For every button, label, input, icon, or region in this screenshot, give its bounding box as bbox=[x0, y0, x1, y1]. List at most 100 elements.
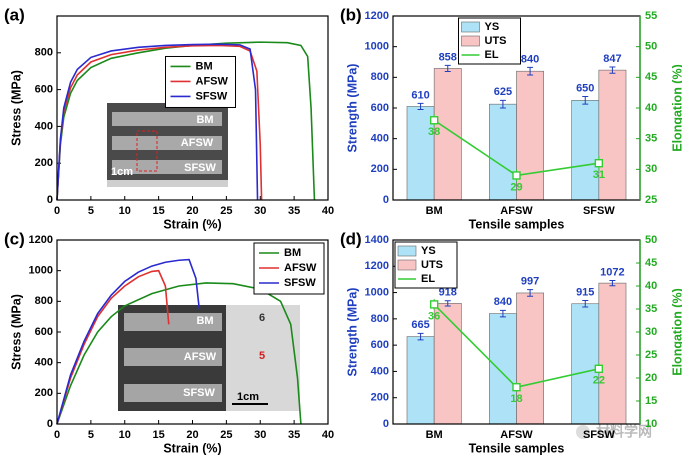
y-tick-label: 600 bbox=[371, 339, 389, 351]
inset-label: SFSW bbox=[184, 162, 216, 174]
error-bar bbox=[499, 309, 506, 318]
y-tick-label: 800 bbox=[35, 295, 53, 307]
y-tick-label: 200 bbox=[371, 392, 389, 404]
y-tick-label: 1200 bbox=[29, 234, 53, 246]
y2-tick-label: 25 bbox=[645, 349, 657, 361]
legend-label: YS bbox=[485, 21, 500, 33]
legend-swatch bbox=[461, 35, 480, 47]
x-axis-title: Strain (%) bbox=[163, 441, 221, 455]
error-bar bbox=[499, 99, 506, 109]
bar bbox=[433, 303, 462, 425]
y-tick-label: 1000 bbox=[29, 265, 53, 277]
y-tick-label: 800 bbox=[371, 71, 389, 83]
bar-value-label: 650 bbox=[576, 82, 594, 94]
el-marker bbox=[512, 171, 521, 180]
y2-axis-title: Elongation (%) bbox=[670, 288, 682, 376]
bar-value-label: 858 bbox=[439, 51, 457, 63]
el-value-label: 31 bbox=[593, 169, 605, 181]
bar-value-label: 918 bbox=[439, 287, 457, 299]
specimen bbox=[124, 384, 222, 402]
ruler bbox=[107, 180, 228, 187]
bar bbox=[598, 282, 627, 425]
bar bbox=[406, 336, 435, 425]
el-value-label: 29 bbox=[510, 181, 522, 193]
error-bar bbox=[417, 102, 424, 111]
inset-label: AFSW bbox=[184, 351, 217, 363]
x-tick-label: 10 bbox=[119, 205, 131, 217]
y2-tick-label: 15 bbox=[645, 395, 657, 407]
el-value-label: 18 bbox=[510, 393, 522, 405]
error-bar bbox=[417, 332, 424, 341]
y2-tick-label: 25 bbox=[645, 194, 657, 206]
curve bbox=[56, 258, 201, 425]
x-tick-label: AFSW bbox=[500, 429, 533, 441]
inset-photo-c bbox=[118, 305, 300, 411]
x-tick-label: 5 bbox=[88, 429, 94, 441]
y2-tick-label: 50 bbox=[645, 41, 657, 53]
legend-label: AFSW bbox=[196, 75, 229, 87]
y-axis-title: Strength (MPa) bbox=[345, 64, 359, 153]
el-value-label: 22 bbox=[593, 375, 605, 387]
curve bbox=[56, 43, 259, 201]
inset-label: SFSW bbox=[183, 387, 215, 399]
y-tick-label: 600 bbox=[35, 84, 53, 96]
legend-label: YS bbox=[421, 245, 436, 257]
y-tick-label: 400 bbox=[371, 133, 389, 145]
x-tick-label: AFSW bbox=[500, 205, 533, 217]
x-axis-title: Tensile samples bbox=[469, 217, 565, 231]
legend-swatch bbox=[397, 245, 417, 257]
inset-label: 5 bbox=[259, 350, 265, 362]
inset-photo-a bbox=[107, 103, 228, 187]
legend-label: AFSW bbox=[284, 262, 317, 274]
el-marker bbox=[594, 364, 604, 373]
bar bbox=[516, 70, 544, 201]
x-tick-label: 35 bbox=[288, 429, 300, 441]
y-tick-label: 0 bbox=[47, 418, 53, 430]
y-tick-label: 1000 bbox=[365, 41, 389, 53]
y2-tick-label: 45 bbox=[645, 257, 657, 269]
x-tick-label: 30 bbox=[254, 205, 266, 217]
plot-frame bbox=[56, 15, 329, 201]
inset-label: 1cm bbox=[237, 391, 259, 403]
bar-value-label: 840 bbox=[521, 53, 539, 65]
legend-label: BM bbox=[284, 247, 301, 259]
bar bbox=[489, 313, 517, 425]
ruler bbox=[226, 305, 300, 411]
x-tick-label: 15 bbox=[153, 429, 165, 441]
bar bbox=[516, 292, 544, 425]
x-tick-label: 40 bbox=[322, 429, 334, 441]
bar-value-label: 847 bbox=[603, 53, 621, 65]
curve bbox=[56, 44, 263, 201]
y2-tick-label: 30 bbox=[645, 326, 657, 338]
bar bbox=[571, 100, 600, 201]
inset-label: AFSW bbox=[181, 137, 214, 149]
highlight-box bbox=[136, 130, 158, 172]
y-tick-label: 1200 bbox=[365, 10, 389, 22]
error-bar bbox=[444, 64, 451, 73]
x-tick-label: SFSW bbox=[583, 205, 615, 217]
legend-swatch bbox=[461, 21, 480, 33]
bar bbox=[489, 103, 517, 201]
el-marker bbox=[594, 158, 604, 168]
legend-label: SFSW bbox=[284, 277, 316, 289]
specimen bbox=[112, 136, 222, 150]
bar bbox=[406, 106, 435, 201]
legend-label: SFSW bbox=[196, 90, 228, 102]
bar bbox=[571, 303, 600, 425]
el-value-label: 38 bbox=[428, 126, 440, 138]
y2-tick-label: 40 bbox=[645, 280, 657, 292]
bar-value-label: 665 bbox=[411, 319, 429, 331]
x-tick-label: BM bbox=[426, 205, 443, 217]
x-tick-label: 0 bbox=[54, 205, 60, 217]
x-tick-label: 40 bbox=[322, 205, 334, 217]
panel-label: (d) bbox=[340, 229, 362, 248]
x-tick-label: 25 bbox=[220, 205, 232, 217]
x-tick-label: 5 bbox=[88, 205, 94, 217]
y-tick-label: 200 bbox=[35, 157, 53, 169]
error-bar bbox=[582, 96, 589, 105]
panel-label: (b) bbox=[340, 5, 362, 24]
error-bar bbox=[609, 66, 616, 74]
bar-value-label: 840 bbox=[494, 296, 512, 308]
y-tick-label: 1000 bbox=[365, 286, 389, 298]
